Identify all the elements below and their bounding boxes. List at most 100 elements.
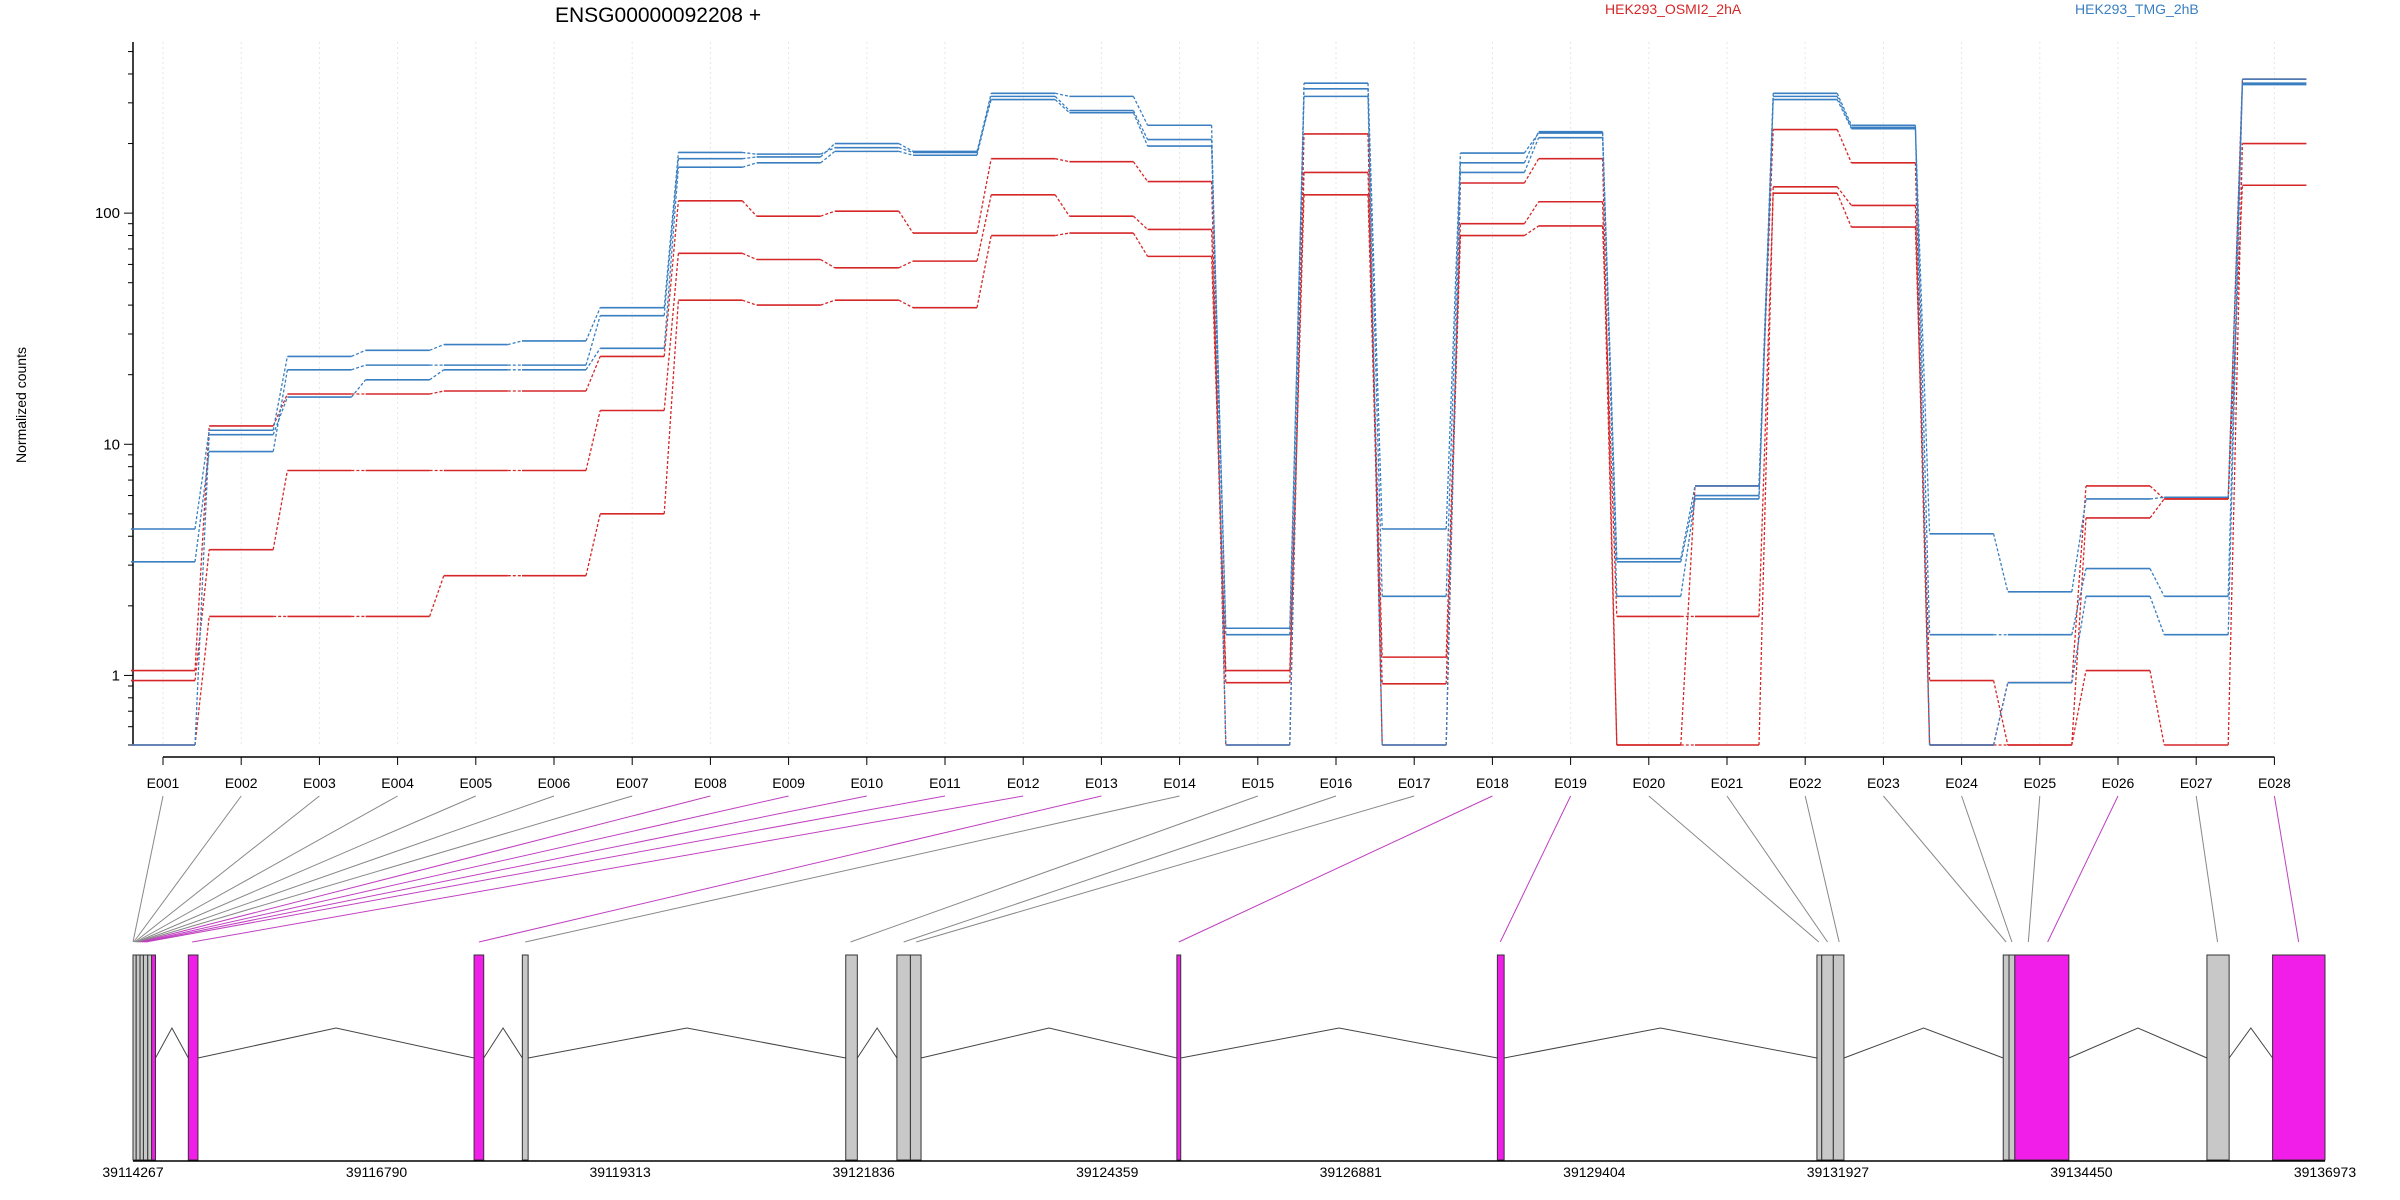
- series-connector: [898, 210, 914, 234]
- series-connector: [663, 152, 680, 308]
- coord-tick-label: 39136973: [2294, 1164, 2357, 1180]
- series-connector: [507, 340, 523, 346]
- series-connector: [663, 200, 680, 357]
- intron-line: [2068, 1027, 2208, 1059]
- connector-line: [136, 795, 476, 943]
- series-connector: [820, 147, 836, 155]
- series-connector: [194, 425, 210, 671]
- series-connector: [1914, 127, 1931, 746]
- series-connector: [1601, 131, 1618, 559]
- intron-line: [528, 1027, 846, 1059]
- y-tick-label: 1: [112, 667, 120, 684]
- connector-line: [916, 795, 1415, 943]
- series-connector: [585, 410, 601, 471]
- series-connector: [194, 430, 210, 530]
- series-connector: [2071, 596, 2087, 683]
- exon-block: [2272, 954, 2326, 1161]
- exon-block: [1496, 954, 1505, 1161]
- connector-line: [134, 795, 320, 943]
- coord-tick-label: 39129404: [1563, 1164, 1626, 1180]
- series-connector: [663, 167, 680, 349]
- series-connector: [742, 162, 757, 168]
- series-connector: [1523, 132, 1540, 154]
- exon-block: [2008, 954, 2016, 1161]
- exon-block: [2206, 954, 2230, 1161]
- series-connector: [585, 513, 601, 576]
- series-connector: [1836, 93, 1852, 126]
- coord-tick-label: 39114267: [102, 1164, 163, 1180]
- exon-block: [187, 954, 199, 1161]
- series-connector: [1524, 225, 1539, 237]
- series-connector: [1054, 95, 1070, 111]
- series-connector: [1601, 225, 1618, 617]
- connector-line: [903, 795, 1337, 943]
- series-connector: [1680, 495, 1696, 562]
- series-connector: [976, 194, 992, 262]
- genomic-coordinate-axis: 39114267 39116790 39119313 39121836 39124359…: [102, 1160, 2357, 1180]
- y-tick-label: 100: [95, 205, 120, 222]
- series-connector: [1836, 192, 1852, 228]
- exon-label: E005: [459, 775, 492, 791]
- series-connector: [429, 390, 444, 395]
- series-connector: [1758, 129, 1774, 487]
- series-connector: [1367, 194, 1383, 684]
- exon-label: E001: [147, 775, 180, 791]
- series-lines: [131, 78, 2307, 746]
- series-connector: [1523, 131, 1540, 164]
- series-connector: [742, 156, 757, 160]
- series-connector: [350, 379, 367, 398]
- series-connector: [2149, 568, 2165, 597]
- series-connector: [1132, 96, 1149, 126]
- exon-label: E020: [1632, 775, 1665, 791]
- series-connector: [976, 158, 992, 234]
- series-connector: [585, 356, 601, 392]
- series-connector: [351, 349, 366, 357]
- coord-tick-label: 39119313: [589, 1164, 650, 1180]
- connector-line: [1726, 795, 1828, 943]
- exon-block: [151, 954, 156, 1161]
- exon-label: E012: [1007, 775, 1040, 791]
- series-connector: [1289, 83, 1305, 746]
- series-connector: [351, 364, 366, 371]
- series-connector: [1523, 137, 1540, 173]
- exon-connector-lines: [132, 795, 2300, 943]
- series-connector: [2071, 568, 2087, 635]
- series-connector: [742, 151, 757, 155]
- series-connector: [1367, 83, 1383, 530]
- series-connector: [1914, 125, 1931, 635]
- series-connector: [194, 616, 210, 746]
- connector-line: [143, 795, 867, 943]
- series-connector: [820, 258, 836, 269]
- exon-block: [135, 954, 141, 1161]
- exon-label: E011: [929, 775, 961, 791]
- connector-line: [2027, 795, 2041, 943]
- exon-label: E009: [772, 775, 805, 791]
- series-connector: [820, 143, 836, 158]
- exon-label: E027: [2180, 775, 2213, 791]
- series-connector: [2071, 670, 2087, 746]
- series-connector: [1758, 193, 1774, 617]
- exon-label: E022: [1789, 775, 1822, 791]
- series-connector: [1132, 112, 1149, 147]
- exon-block: [139, 954, 144, 1161]
- series-connector: [429, 369, 445, 381]
- exon-label: E014: [1163, 775, 1196, 791]
- series-connector: [1445, 162, 1462, 597]
- connector-line: [141, 795, 789, 943]
- series-connector: [1992, 682, 2009, 746]
- connector-line: [1804, 795, 1840, 943]
- exon-block: [2002, 954, 2010, 1161]
- series-connector: [1210, 181, 1227, 746]
- exon-label: E006: [538, 775, 571, 791]
- series-connector: [663, 253, 680, 411]
- series-connector: [194, 549, 210, 681]
- exon-block: [1816, 954, 1823, 1161]
- connector-line: [139, 795, 711, 943]
- series-connector: [1836, 99, 1852, 129]
- exon-label: E007: [616, 775, 649, 791]
- connector-line: [478, 795, 1102, 943]
- intron-line: [483, 1027, 523, 1059]
- series-connector: [1289, 194, 1305, 683]
- connector-line: [2195, 795, 2219, 943]
